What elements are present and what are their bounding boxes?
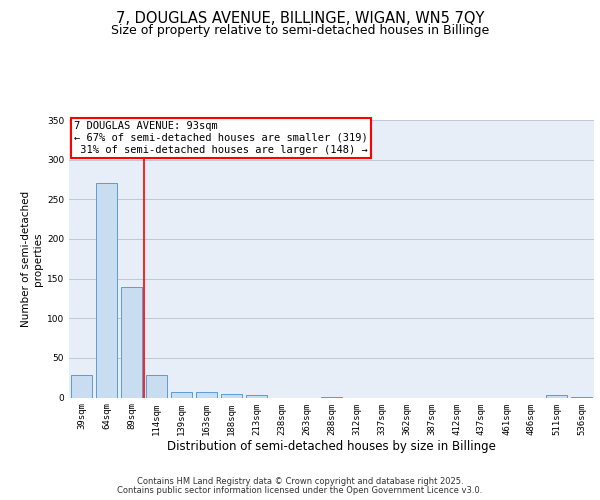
Bar — [246, 395, 267, 398]
Text: Size of property relative to semi-detached houses in Billinge: Size of property relative to semi-detach… — [111, 24, 489, 37]
Bar — [196, 392, 217, 398]
Text: 7, DOUGLAS AVENUE, BILLINGE, WIGAN, WN5 7QY: 7, DOUGLAS AVENUE, BILLINGE, WIGAN, WN5 … — [116, 11, 484, 26]
Text: 7 DOUGLAS AVENUE: 93sqm
← 67% of semi-detached houses are smaller (319)
 31% of : 7 DOUGLAS AVENUE: 93sqm ← 67% of semi-de… — [74, 122, 368, 154]
Bar — [321, 396, 342, 398]
Bar — [71, 376, 92, 398]
Bar — [96, 184, 117, 398]
Y-axis label: Number of semi-detached
properties: Number of semi-detached properties — [21, 190, 43, 327]
Bar — [121, 286, 142, 398]
Bar — [146, 376, 167, 398]
Text: Contains public sector information licensed under the Open Government Licence v3: Contains public sector information licen… — [118, 486, 482, 495]
Text: Contains HM Land Registry data © Crown copyright and database right 2025.: Contains HM Land Registry data © Crown c… — [137, 478, 463, 486]
Bar — [546, 395, 567, 398]
X-axis label: Distribution of semi-detached houses by size in Billinge: Distribution of semi-detached houses by … — [167, 440, 496, 453]
Bar — [171, 392, 192, 398]
Bar — [571, 396, 592, 398]
Bar — [221, 394, 242, 398]
